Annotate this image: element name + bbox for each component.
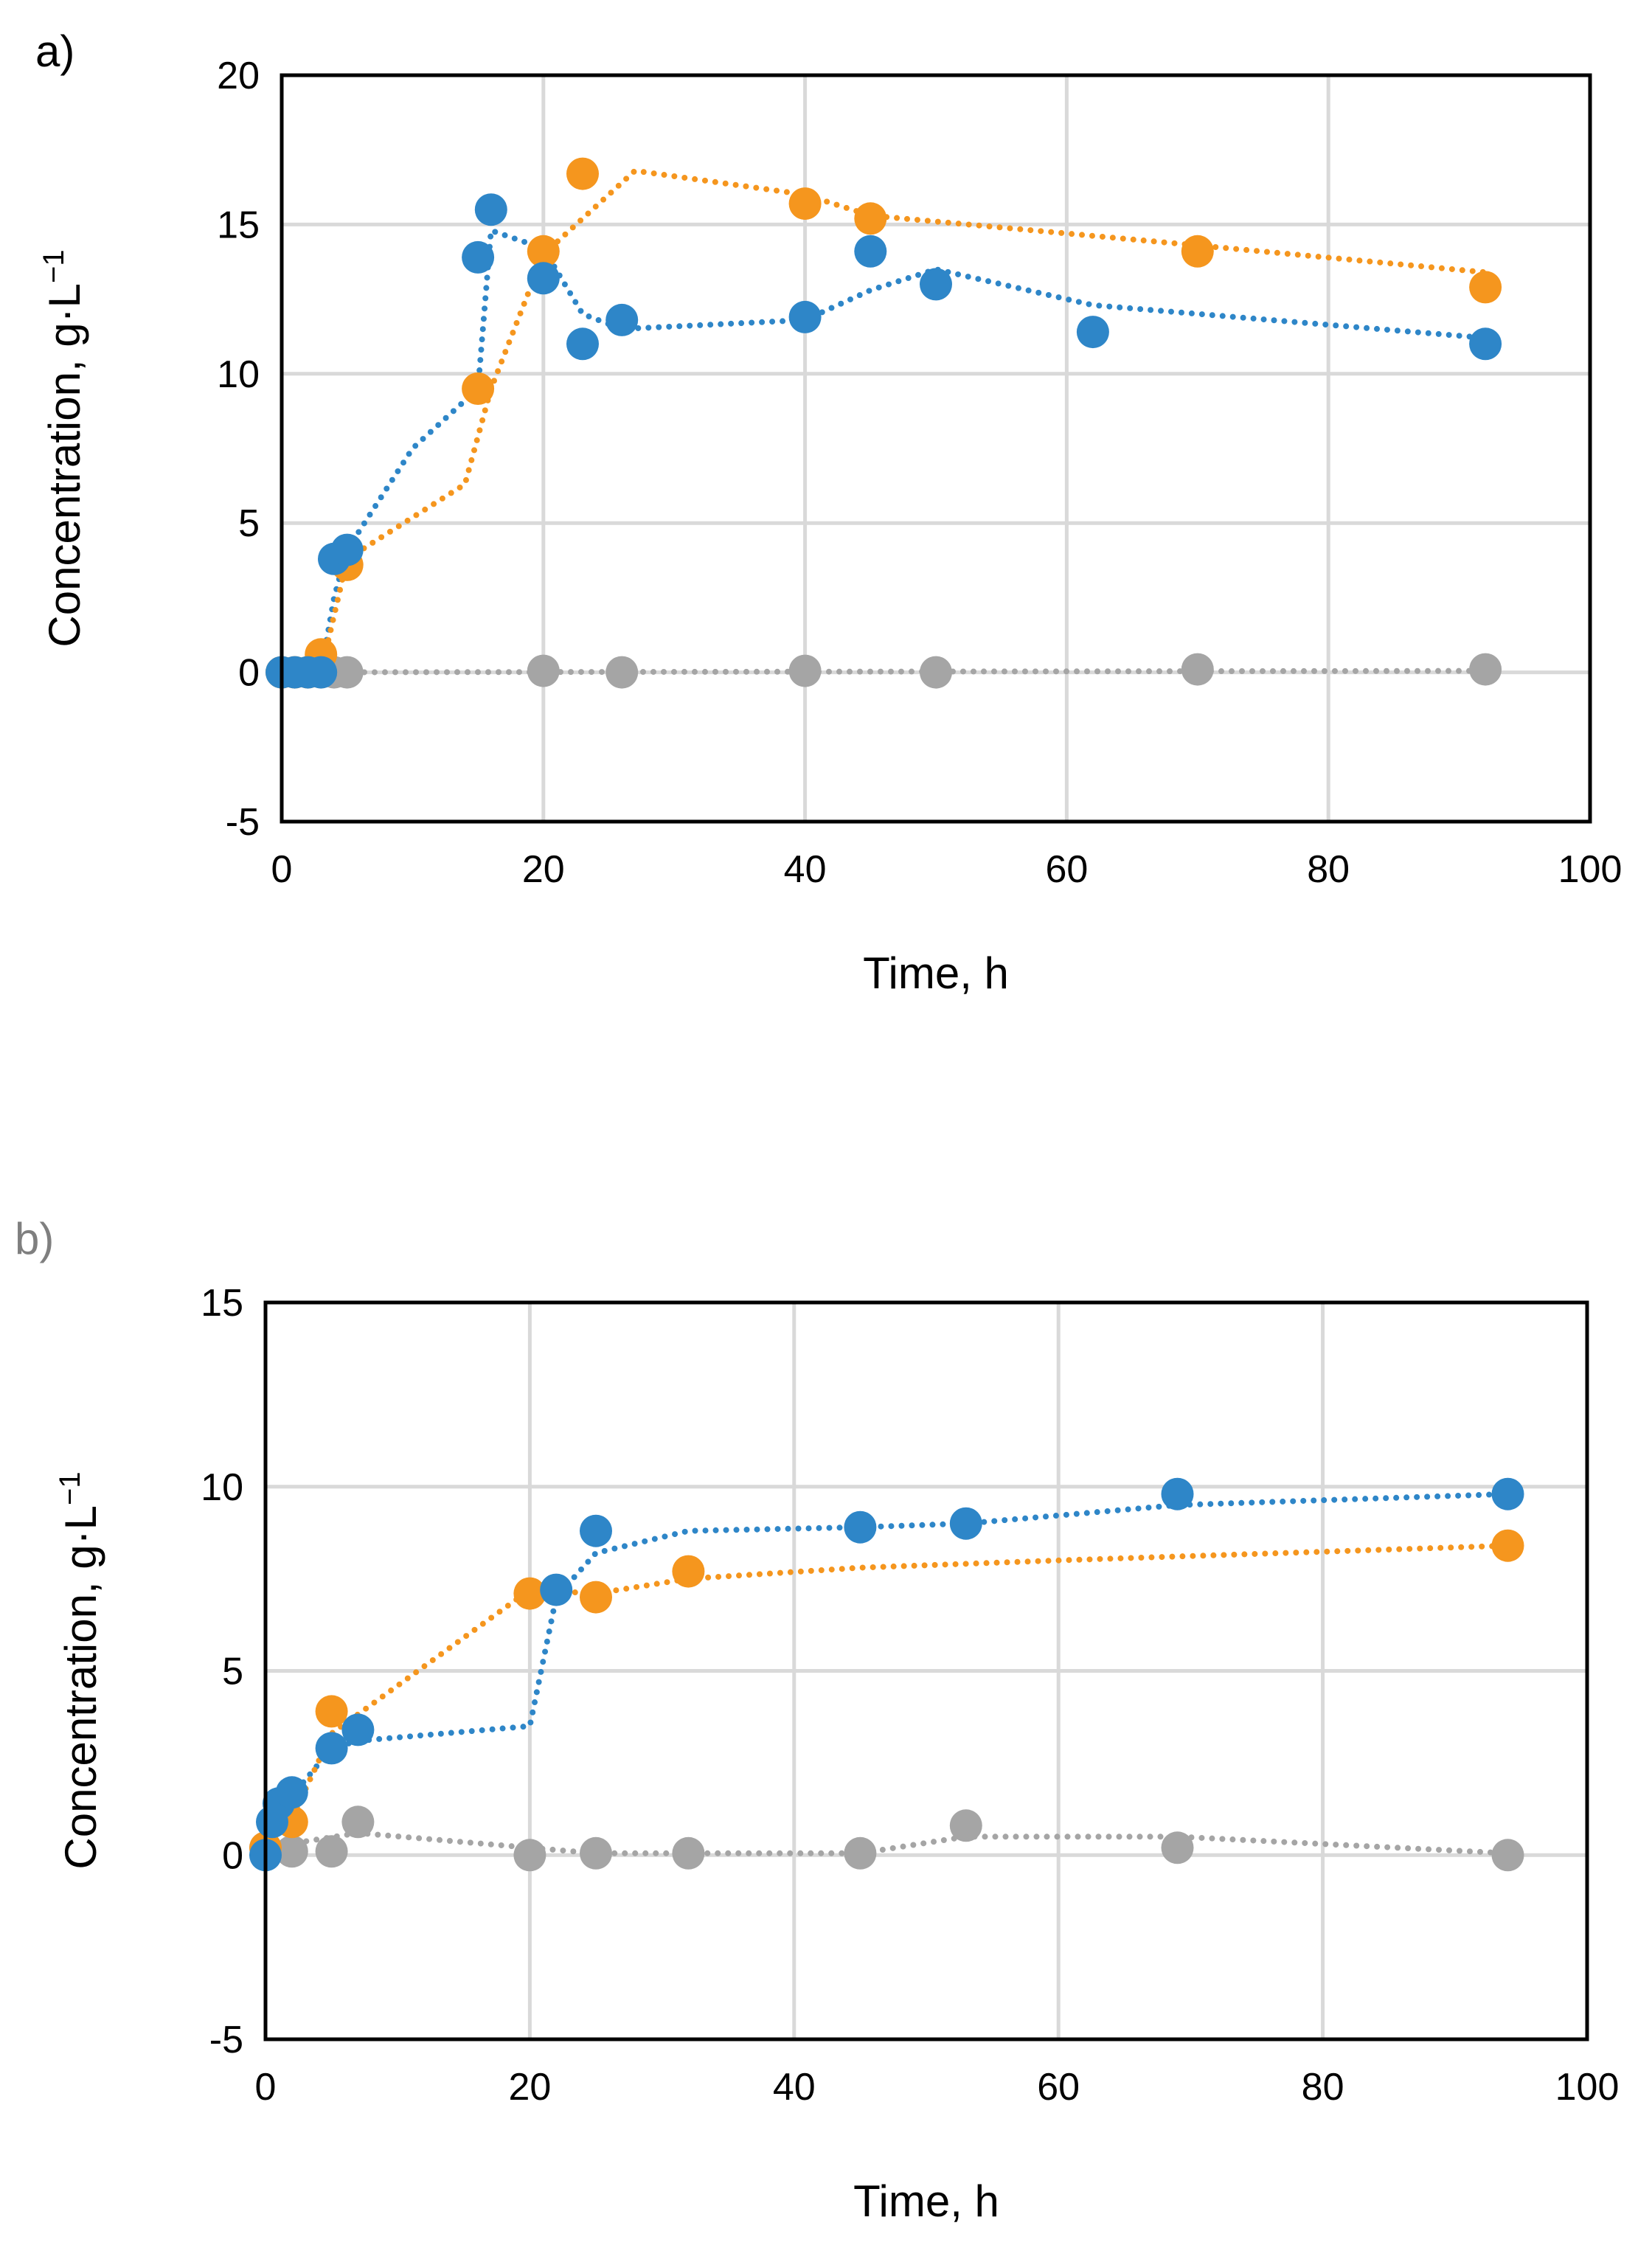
data-point-blue-a: [1076, 316, 1109, 349]
y-tick-label-b: 5: [222, 1651, 243, 1693]
y-axis-title-exp-b: −1: [54, 1471, 86, 1505]
x-tick-label-b: 20: [508, 2066, 551, 2109]
y-tick-label-a: 10: [217, 353, 260, 396]
x-tick-label-a: 40: [784, 848, 827, 891]
data-point-gray-b: [949, 1809, 982, 1842]
data-point-orange-b: [580, 1581, 612, 1614]
data-point-blue-a: [1469, 327, 1502, 361]
data-point-gray-a: [920, 656, 952, 689]
trendline-gray-a: [279, 667, 1489, 676]
x-tick-label-b: 40: [773, 2066, 816, 2109]
data-point-blue-a: [566, 327, 599, 361]
data-point-orange-a: [1469, 271, 1502, 304]
data-point-orange-a: [566, 157, 599, 190]
y-tick-label-a: -5: [226, 801, 260, 844]
x-tick-label-b: 80: [1302, 2066, 1344, 2109]
x-tick-label-a: 0: [271, 848, 293, 891]
data-point-blue-a: [527, 262, 560, 295]
data-point-blue-a: [605, 303, 639, 336]
data-point-blue-a: [474, 193, 507, 226]
data-point-blue-b: [1161, 1477, 1194, 1510]
x-tick-label-a: 100: [1558, 848, 1622, 891]
data-point-orange-a: [527, 235, 560, 268]
y-axis-title-main-b: Concentration, g·L: [56, 1505, 105, 1870]
data-point-gray-b: [341, 1805, 375, 1839]
data-point-blue-b: [1491, 1477, 1524, 1510]
data-point-orange-a: [788, 187, 822, 221]
data-point-gray-b: [672, 1836, 705, 1870]
data-point-blue-a: [462, 240, 495, 274]
plot-area-frame-a: [280, 73, 1592, 824]
data-point-orange-a: [1181, 235, 1214, 268]
x-tick-label-a: 20: [522, 848, 565, 891]
data-point-blue-b: [341, 1713, 375, 1746]
y-axis-title-main-a: Concentration, g·L: [40, 283, 89, 648]
data-point-orange-a: [462, 372, 495, 405]
data-point-gray-b: [513, 1839, 546, 1872]
y-tick-label-a: 5: [238, 502, 260, 545]
data-point-blue-b: [844, 1510, 877, 1544]
y-tick-label-b: 15: [201, 1282, 243, 1325]
data-point-blue-b: [315, 1732, 348, 1765]
data-point-orange-b: [672, 1555, 705, 1588]
data-point-gray-b: [1161, 1831, 1194, 1864]
data-point-gray-b: [275, 1835, 308, 1868]
x-tick-label-b: 60: [1037, 2066, 1080, 2109]
data-point-orange-b: [1491, 1529, 1524, 1562]
data-point-gray-b: [315, 1835, 348, 1868]
data-point-gray-a: [527, 654, 560, 687]
data-point-blue-a: [854, 235, 887, 268]
chart-panel-b: b) 0 20 40 60 80 100 -5 0 5 10 15 Time, h Concentr…: [15, 1214, 1619, 2226]
x-tick-label-b: 0: [255, 2066, 277, 2109]
data-point-gray-a: [1469, 653, 1502, 686]
panel-label-b: b): [15, 1214, 54, 1263]
y-axis-title-exp-a: −1: [38, 249, 70, 283]
data-point-gray-a: [605, 656, 639, 689]
data-point-blue-b: [949, 1507, 982, 1540]
x-tick-label-a: 80: [1307, 848, 1350, 891]
y-tick-label-b: 10: [201, 1466, 243, 1509]
data-point-orange-b: [513, 1577, 546, 1610]
data-point-gray-b: [1491, 1839, 1524, 1872]
data-point-blue-b: [580, 1514, 612, 1547]
y-tick-label-b: 0: [222, 1834, 243, 1877]
y-tick-label-a: 0: [238, 652, 260, 695]
data-point-blue-b: [275, 1776, 308, 1809]
x-tick-label-a: 60: [1045, 848, 1088, 891]
trendline-blue-a: [279, 227, 1489, 676]
data-point-blue-a: [305, 656, 338, 689]
y-tick-label-b: -5: [209, 2019, 243, 2061]
panel-label-a: a): [35, 27, 74, 76]
y-axis-title-a: Concentration, g·L−1: [38, 249, 89, 647]
data-point-gray-b: [844, 1836, 877, 1870]
data-point-gray-b: [580, 1836, 612, 1870]
plot-area-frame-b: [263, 1300, 1589, 2041]
data-point-orange-b: [315, 1695, 348, 1728]
x-axis-title-a: Time, h: [863, 948, 1009, 998]
data-point-blue-a: [330, 533, 364, 566]
data-point-gray-a: [1181, 653, 1214, 686]
y-axis-title-b: Concentration, g·L−1: [54, 1471, 105, 1869]
x-tick-label-b: 100: [1555, 2066, 1620, 2109]
x-axis-title-b: Time, h: [853, 2176, 999, 2226]
data-point-gray-a: [788, 654, 822, 687]
y-tick-label-a: 20: [217, 55, 260, 97]
data-point-gray-a: [330, 656, 364, 689]
y-tick-label-a: 15: [217, 204, 260, 246]
data-point-orange-a: [854, 202, 887, 235]
chart-panel-a: a) 0 20 40 60 80 100 -5 0 5 10 15 20 Time, h Concen…: [35, 27, 1622, 998]
data-point-blue-b: [540, 1573, 573, 1606]
data-point-blue-a: [788, 300, 822, 333]
data-point-blue-a: [920, 268, 952, 301]
